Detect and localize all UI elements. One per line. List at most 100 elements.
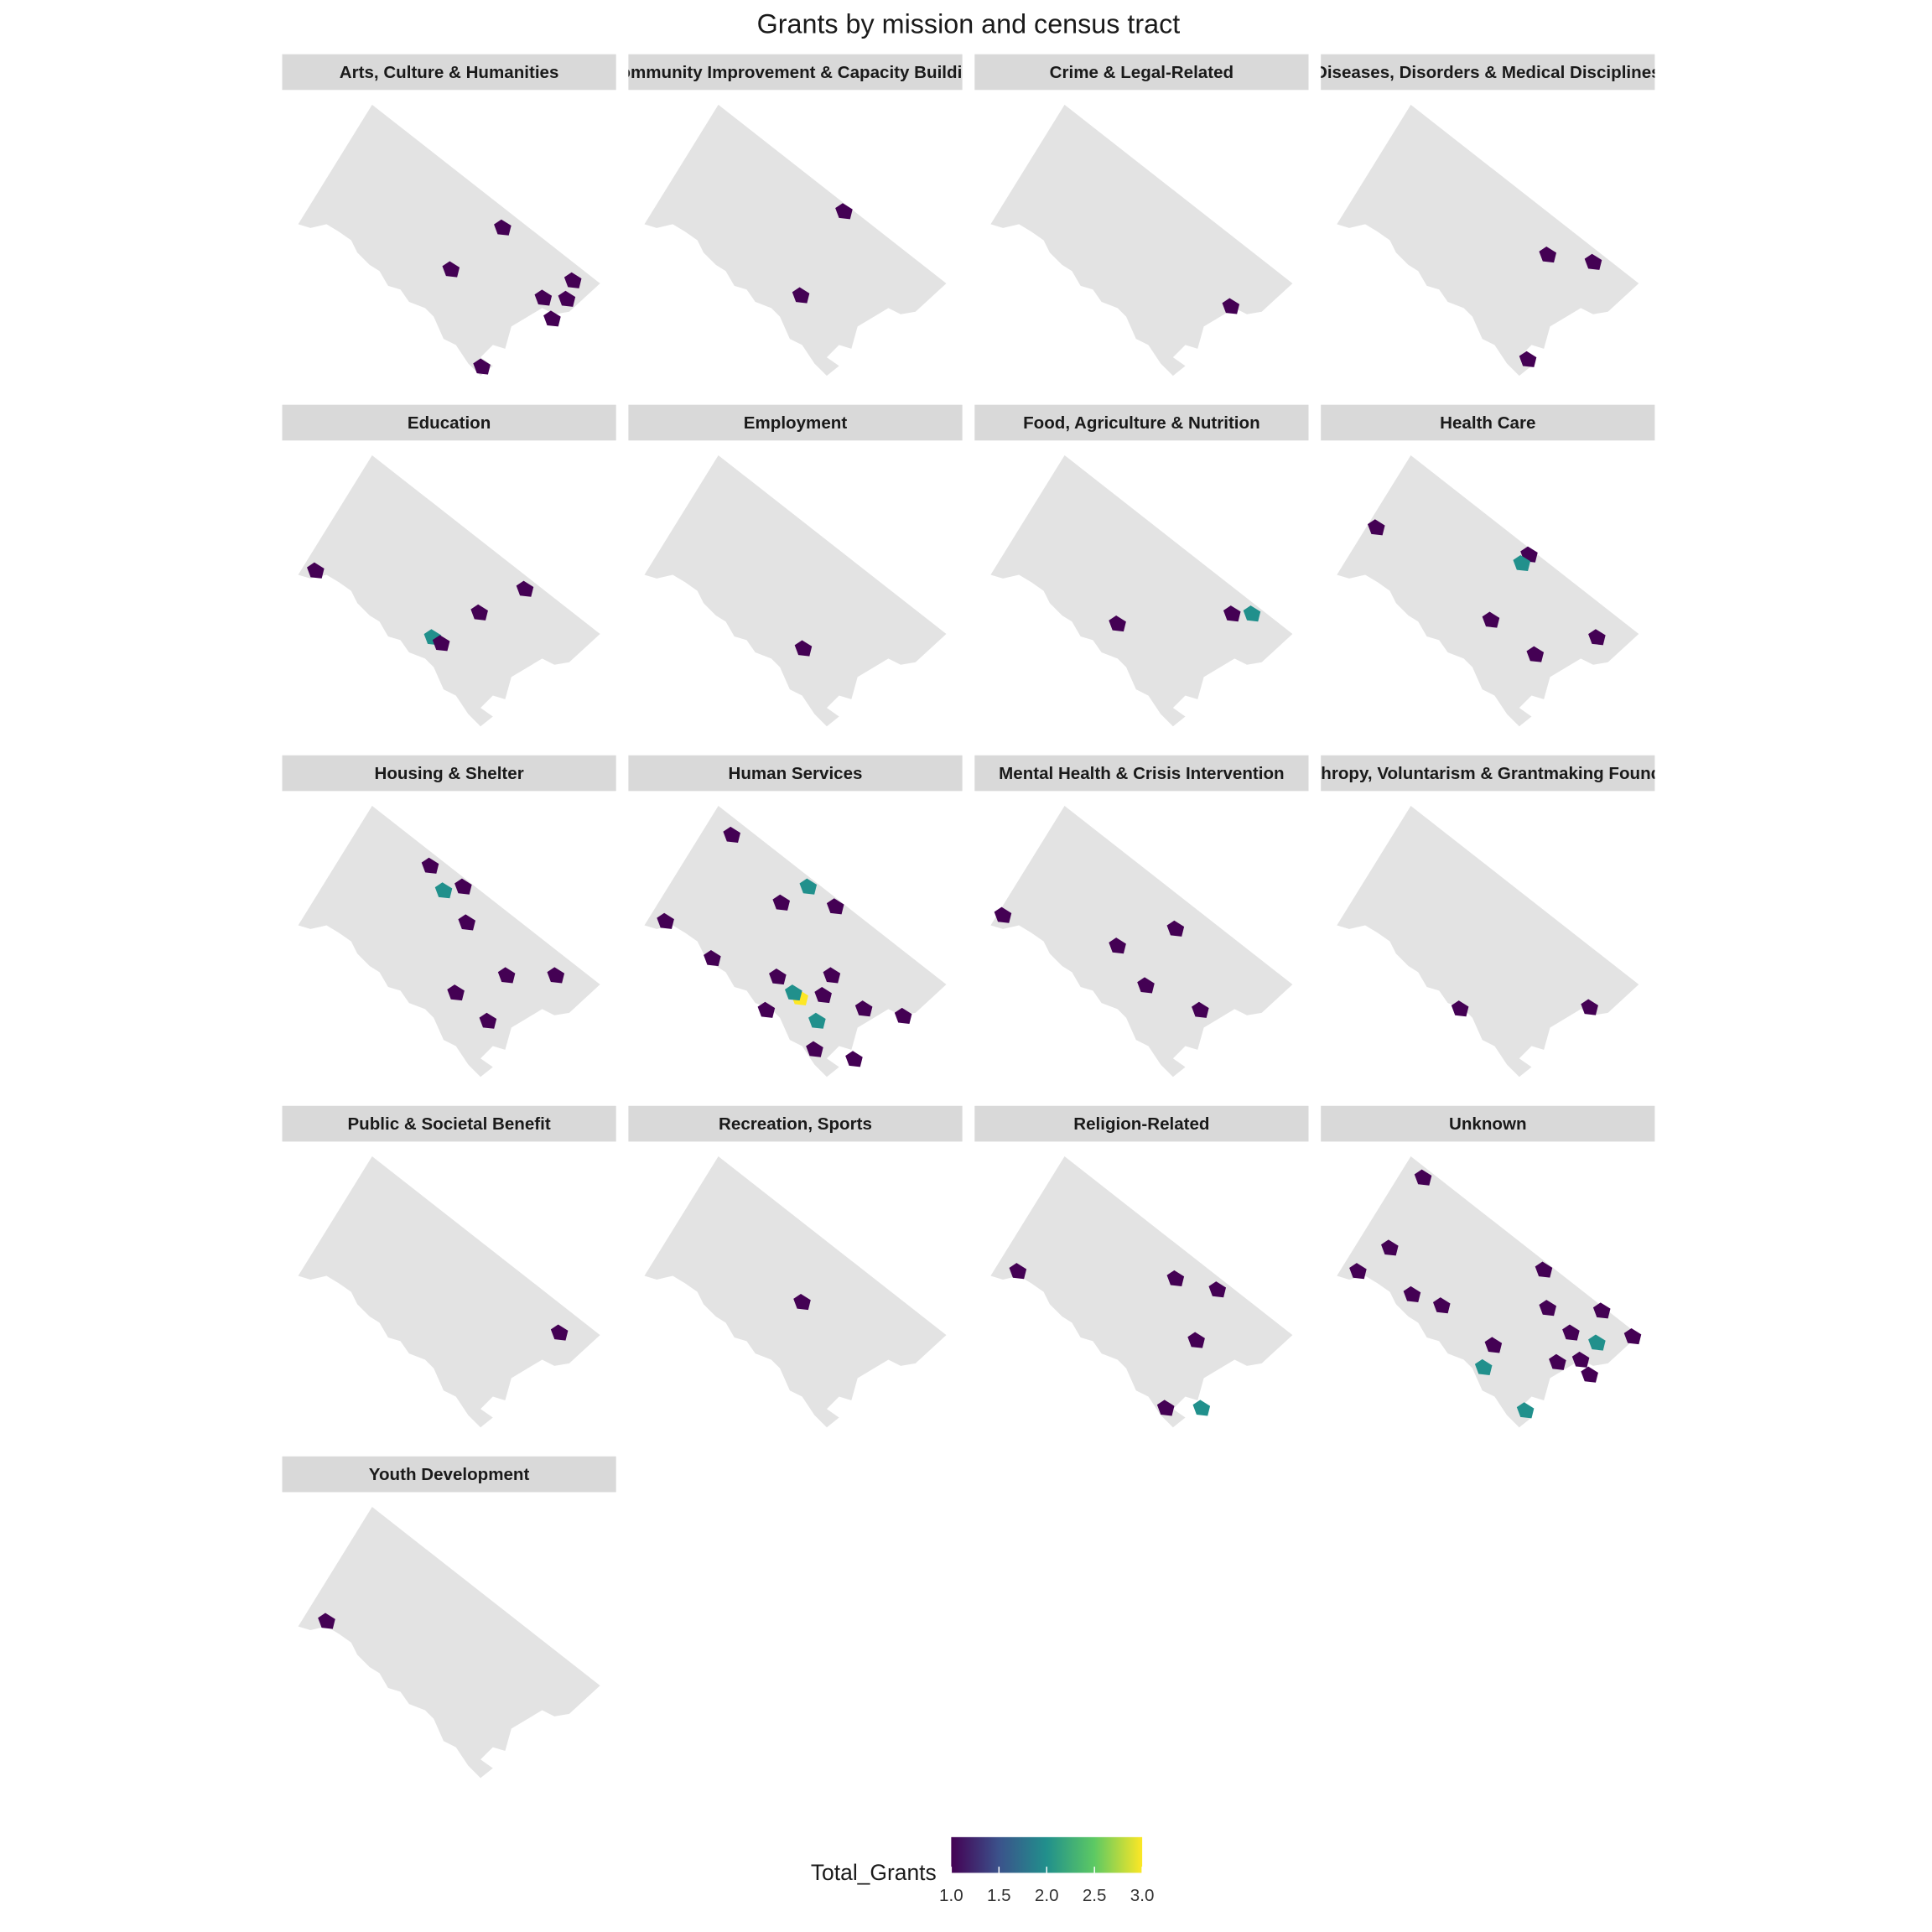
facet-label: Religion-Related: [1073, 1114, 1209, 1134]
legend-title: Total_Grants: [811, 1860, 937, 1885]
tract: [1137, 977, 1155, 994]
colorbar-tick-label: 2.5: [1083, 1886, 1107, 1905]
tract: [794, 640, 813, 657]
tract: [421, 857, 439, 874]
tract: [454, 878, 472, 895]
tract: [1513, 554, 1531, 572]
tract: [534, 289, 553, 306]
tract: [1192, 1001, 1209, 1018]
map-outline: [644, 1156, 947, 1428]
tract: [1109, 615, 1126, 632]
tract: [1208, 1281, 1227, 1298]
tract: [558, 290, 576, 307]
map-outline: [1337, 805, 1639, 1078]
tract: [704, 950, 721, 967]
facet-label: Mental Health & Crisis Intervention: [999, 764, 1285, 783]
facet-label: Community Improvement & Capacity Buildin…: [608, 63, 984, 82]
tract: [432, 635, 450, 652]
tract: [1539, 247, 1556, 263]
tract: [1526, 646, 1545, 662]
map-outline: [298, 805, 600, 1078]
map-outline: [644, 805, 947, 1078]
tract: [1484, 1337, 1503, 1353]
map-outline: [990, 805, 1293, 1078]
tract: [497, 967, 516, 984]
tract: [494, 219, 512, 236]
tract: [1381, 1239, 1399, 1256]
tract: [1009, 1263, 1027, 1280]
tract: [1222, 298, 1240, 314]
tract: [1166, 920, 1185, 937]
tract: [1474, 1358, 1493, 1375]
map-outline: [990, 1156, 1293, 1428]
tract: [442, 261, 460, 278]
tract: [1156, 1400, 1175, 1416]
map-outline: [298, 1156, 600, 1428]
map-outline: [1337, 454, 1639, 727]
tract: [564, 272, 582, 288]
facet-strip: [282, 1456, 616, 1493]
facet-label: Diseases, Disorders & Medical Discipline…: [1315, 63, 1661, 82]
tract: [1223, 605, 1241, 622]
facet-strip: [628, 404, 963, 441]
tract: [757, 1001, 776, 1018]
tract: [723, 826, 740, 844]
tract: [318, 1613, 335, 1629]
tract: [657, 912, 674, 929]
tract: [808, 1012, 826, 1029]
facet-strip: [628, 755, 963, 792]
tract: [547, 967, 565, 984]
tract: [793, 1293, 811, 1311]
facet-strip: [1321, 755, 1655, 792]
chart-title: Grants by mission and census tract: [757, 8, 1181, 39]
facet-label: Philanthropy, Voluntarism & Grantmaking …: [1264, 764, 1712, 783]
map-outline: [990, 454, 1293, 727]
facet-label: Recreation, Sports: [719, 1114, 872, 1134]
tract: [543, 310, 561, 327]
tract: [1581, 1366, 1598, 1383]
tract: [826, 898, 844, 915]
tract: [894, 1007, 912, 1024]
facet-strip: [628, 54, 963, 91]
tract: [1187, 1332, 1205, 1348]
tract: [1584, 253, 1602, 270]
facet-strip: [282, 54, 616, 91]
tract: [1482, 611, 1500, 628]
tract: [1571, 1351, 1590, 1368]
tract: [1562, 1324, 1580, 1341]
map-outline: [298, 104, 600, 377]
facet-label: Public & Societal Benefit: [347, 1114, 550, 1134]
facet-strip: [628, 1105, 963, 1142]
facet-label: Food, Agriculture & Nutrition: [1023, 413, 1260, 433]
tract: [1516, 1402, 1535, 1419]
tract: [845, 1051, 863, 1067]
facet-label: Employment: [744, 413, 848, 433]
tract: [1539, 1300, 1556, 1317]
tract: [814, 986, 832, 1004]
tract: [458, 914, 476, 931]
tract: [447, 984, 465, 1001]
map-outline: [990, 104, 1293, 377]
map-outline: [298, 1507, 600, 1779]
tract: [806, 1041, 823, 1057]
facet-label: Human Services: [728, 764, 862, 783]
tract: [1403, 1285, 1421, 1303]
colorbar-tick-label: 3.0: [1130, 1886, 1155, 1905]
tract: [1192, 1400, 1211, 1416]
tract: [1414, 1169, 1432, 1186]
tract: [835, 203, 853, 220]
tract: [1349, 1263, 1367, 1280]
facet-strip: [1321, 404, 1655, 441]
tract: [854, 1000, 873, 1017]
tract: [1451, 1000, 1469, 1017]
tract: [792, 287, 810, 304]
facet-strip: [1321, 1105, 1655, 1142]
tract: [479, 1012, 497, 1029]
colorbar-tick-label: 2.0: [1035, 1886, 1059, 1905]
tract: [1519, 351, 1537, 367]
tract: [1592, 1302, 1611, 1319]
facet-label: Youth Development: [369, 1465, 530, 1484]
map-outline: [644, 454, 947, 727]
tract: [1109, 937, 1126, 954]
